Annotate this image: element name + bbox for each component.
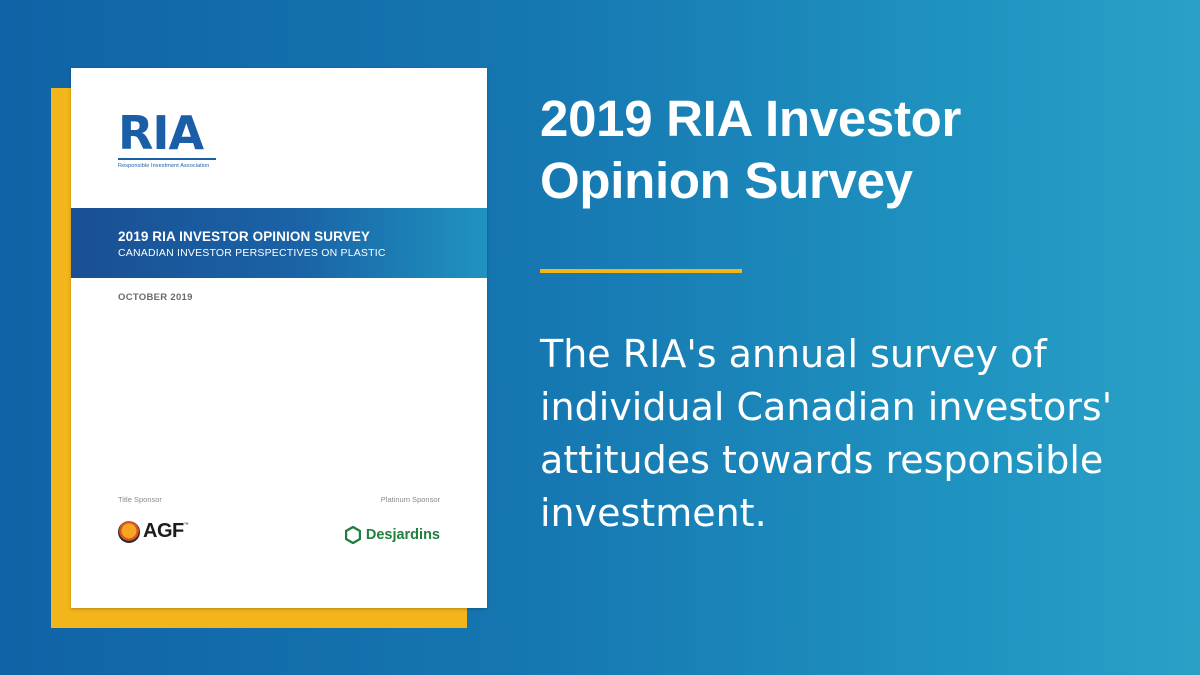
report-title: 2019 RIA INVESTOR OPINION SURVEY bbox=[118, 229, 371, 244]
hexagon-icon bbox=[344, 526, 361, 544]
agf-trademark: ™ bbox=[183, 522, 189, 528]
tiger-icon bbox=[118, 520, 140, 543]
report-subtitle: CANADIAN INVESTOR PERSPECTIVES ON PLASTI… bbox=[118, 247, 386, 259]
ria-logo: RIA Responsible Investment Association bbox=[118, 110, 216, 169]
platinum-sponsor-label: Platinum Sponsor bbox=[380, 495, 440, 504]
title-sponsor-label: Title Sponsor bbox=[118, 495, 162, 504]
agf-logo: AGF ™ bbox=[118, 520, 189, 543]
report-date: OCTOBER 2019 bbox=[118, 292, 193, 303]
report-title-banner: 2019 RIA INVESTOR OPINION SURVEY CANADIA… bbox=[71, 208, 487, 278]
desjardins-logo-text: Desjardins bbox=[365, 527, 440, 543]
description: The RIA's annual survey of individual Ca… bbox=[540, 332, 1113, 535]
desjardins-logo: Desjardins bbox=[344, 526, 440, 544]
report-cover: RIA Responsible Investment Association 2… bbox=[71, 68, 487, 608]
ria-logo-text: RIA bbox=[118, 106, 204, 160]
ria-logo-tagline: Responsible Investment Association bbox=[118, 163, 210, 169]
ria-logo-stripe bbox=[118, 158, 216, 160]
gold-divider bbox=[540, 269, 742, 273]
agf-logo-text: AGF bbox=[143, 520, 184, 542]
headline: 2019 RIA Investor Opinion Survey bbox=[540, 90, 962, 209]
